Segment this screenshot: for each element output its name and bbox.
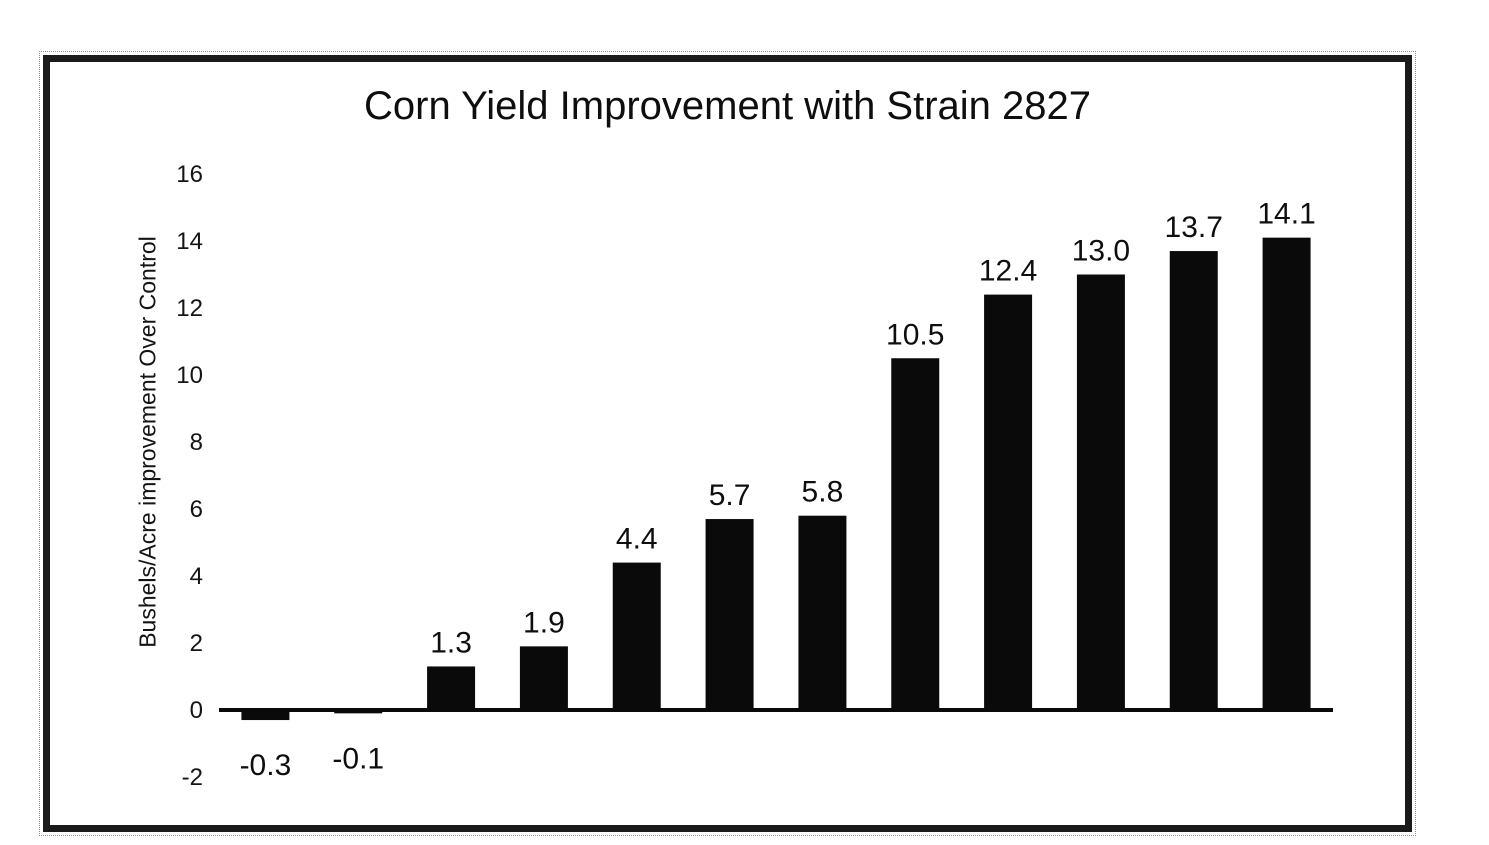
bar-value-label: 13.7 — [1165, 211, 1223, 244]
y-tick-label: 14 — [176, 228, 203, 255]
y-tick-label: 8 — [190, 429, 203, 456]
bar — [519, 646, 568, 710]
bar — [427, 666, 476, 710]
bar-value-label: 5.7 — [709, 479, 751, 512]
bar-value-label: 1.3 — [430, 626, 472, 659]
bar-value-label: 12.4 — [979, 255, 1037, 288]
bar — [612, 562, 661, 710]
bar — [1262, 237, 1311, 710]
bar-value-label: 5.8 — [802, 476, 844, 509]
y-tick-label: 4 — [190, 563, 203, 590]
bar — [798, 515, 847, 710]
bar — [705, 519, 754, 710]
bar — [1076, 274, 1125, 710]
bar — [241, 710, 290, 721]
bar-value-label: 10.5 — [886, 318, 944, 351]
bar-value-label: 13.0 — [1072, 235, 1130, 268]
y-tick-label: 6 — [190, 496, 203, 523]
y-tick-label: -2 — [182, 764, 203, 791]
chart-title: Corn Yield Improvement with Strain 2827 — [363, 84, 1092, 128]
bar-value-label: -0.3 — [240, 749, 292, 782]
y-tick-label: 10 — [176, 362, 203, 389]
bar — [984, 294, 1033, 710]
bar-value-label: 4.4 — [616, 523, 658, 556]
bar-value-label: -0.1 — [332, 742, 384, 775]
bar — [1169, 251, 1218, 711]
bar — [891, 358, 940, 710]
y-tick-label: 2 — [190, 630, 203, 657]
y-tick-label: 0 — [190, 697, 203, 724]
y-tick-label: 16 — [176, 161, 203, 188]
y-tick-label: 12 — [176, 295, 203, 322]
bar-value-label: 1.9 — [523, 606, 565, 639]
bar-value-label: 14.1 — [1257, 198, 1315, 231]
